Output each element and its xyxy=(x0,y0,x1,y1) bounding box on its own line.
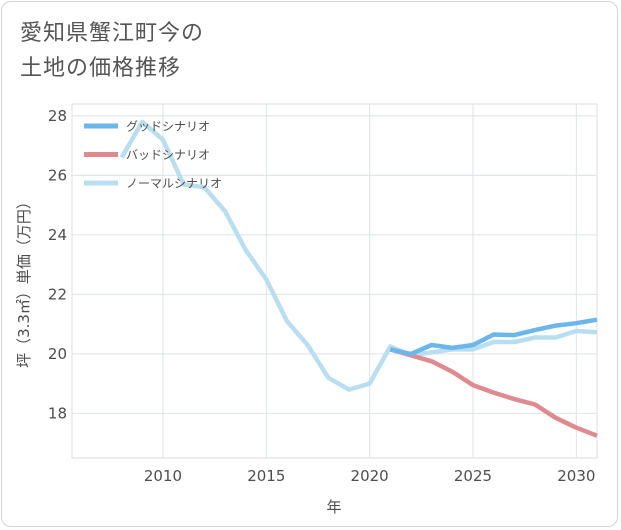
x-tick-label: 2010 xyxy=(144,467,182,485)
series-line-1 xyxy=(389,347,598,438)
x-tick-label: 2020 xyxy=(351,467,389,485)
y-tick-label: 26 xyxy=(48,166,67,184)
x-axis-label: 年 xyxy=(326,498,341,516)
y-axis-label: 坪（3.3㎡）単価（万円） xyxy=(15,194,33,368)
x-tick-label: 2025 xyxy=(454,467,492,485)
legend-label: ノーマルシナリオ xyxy=(126,177,222,191)
series-line-2 xyxy=(119,119,598,392)
y-tick-label: 28 xyxy=(48,107,67,125)
title-line-2: 土地の価格推移 xyxy=(20,56,182,81)
legend-label: バッドシナリオ xyxy=(126,148,210,162)
title-line-1: 愛知県蟹江町今の xyxy=(20,21,205,46)
series-lines xyxy=(119,119,598,438)
grid xyxy=(72,104,597,458)
x-tick-label: 2030 xyxy=(557,467,595,485)
tick-labels: 2010 2015 2020 2025 2030 18 20 22 24 26 28 xyxy=(48,107,596,485)
page-title: 愛知県蟹江町今の 土地の価格推移 xyxy=(20,16,204,86)
series-line-0 xyxy=(389,317,598,357)
y-tick-label: 20 xyxy=(48,345,67,363)
x-tick-label: 2015 xyxy=(247,467,285,485)
y-tick-label: 24 xyxy=(48,226,67,244)
legend-label: グッドシナリオ xyxy=(126,120,210,134)
y-tick-label: 22 xyxy=(48,285,67,303)
y-tick-label: 18 xyxy=(48,404,67,422)
